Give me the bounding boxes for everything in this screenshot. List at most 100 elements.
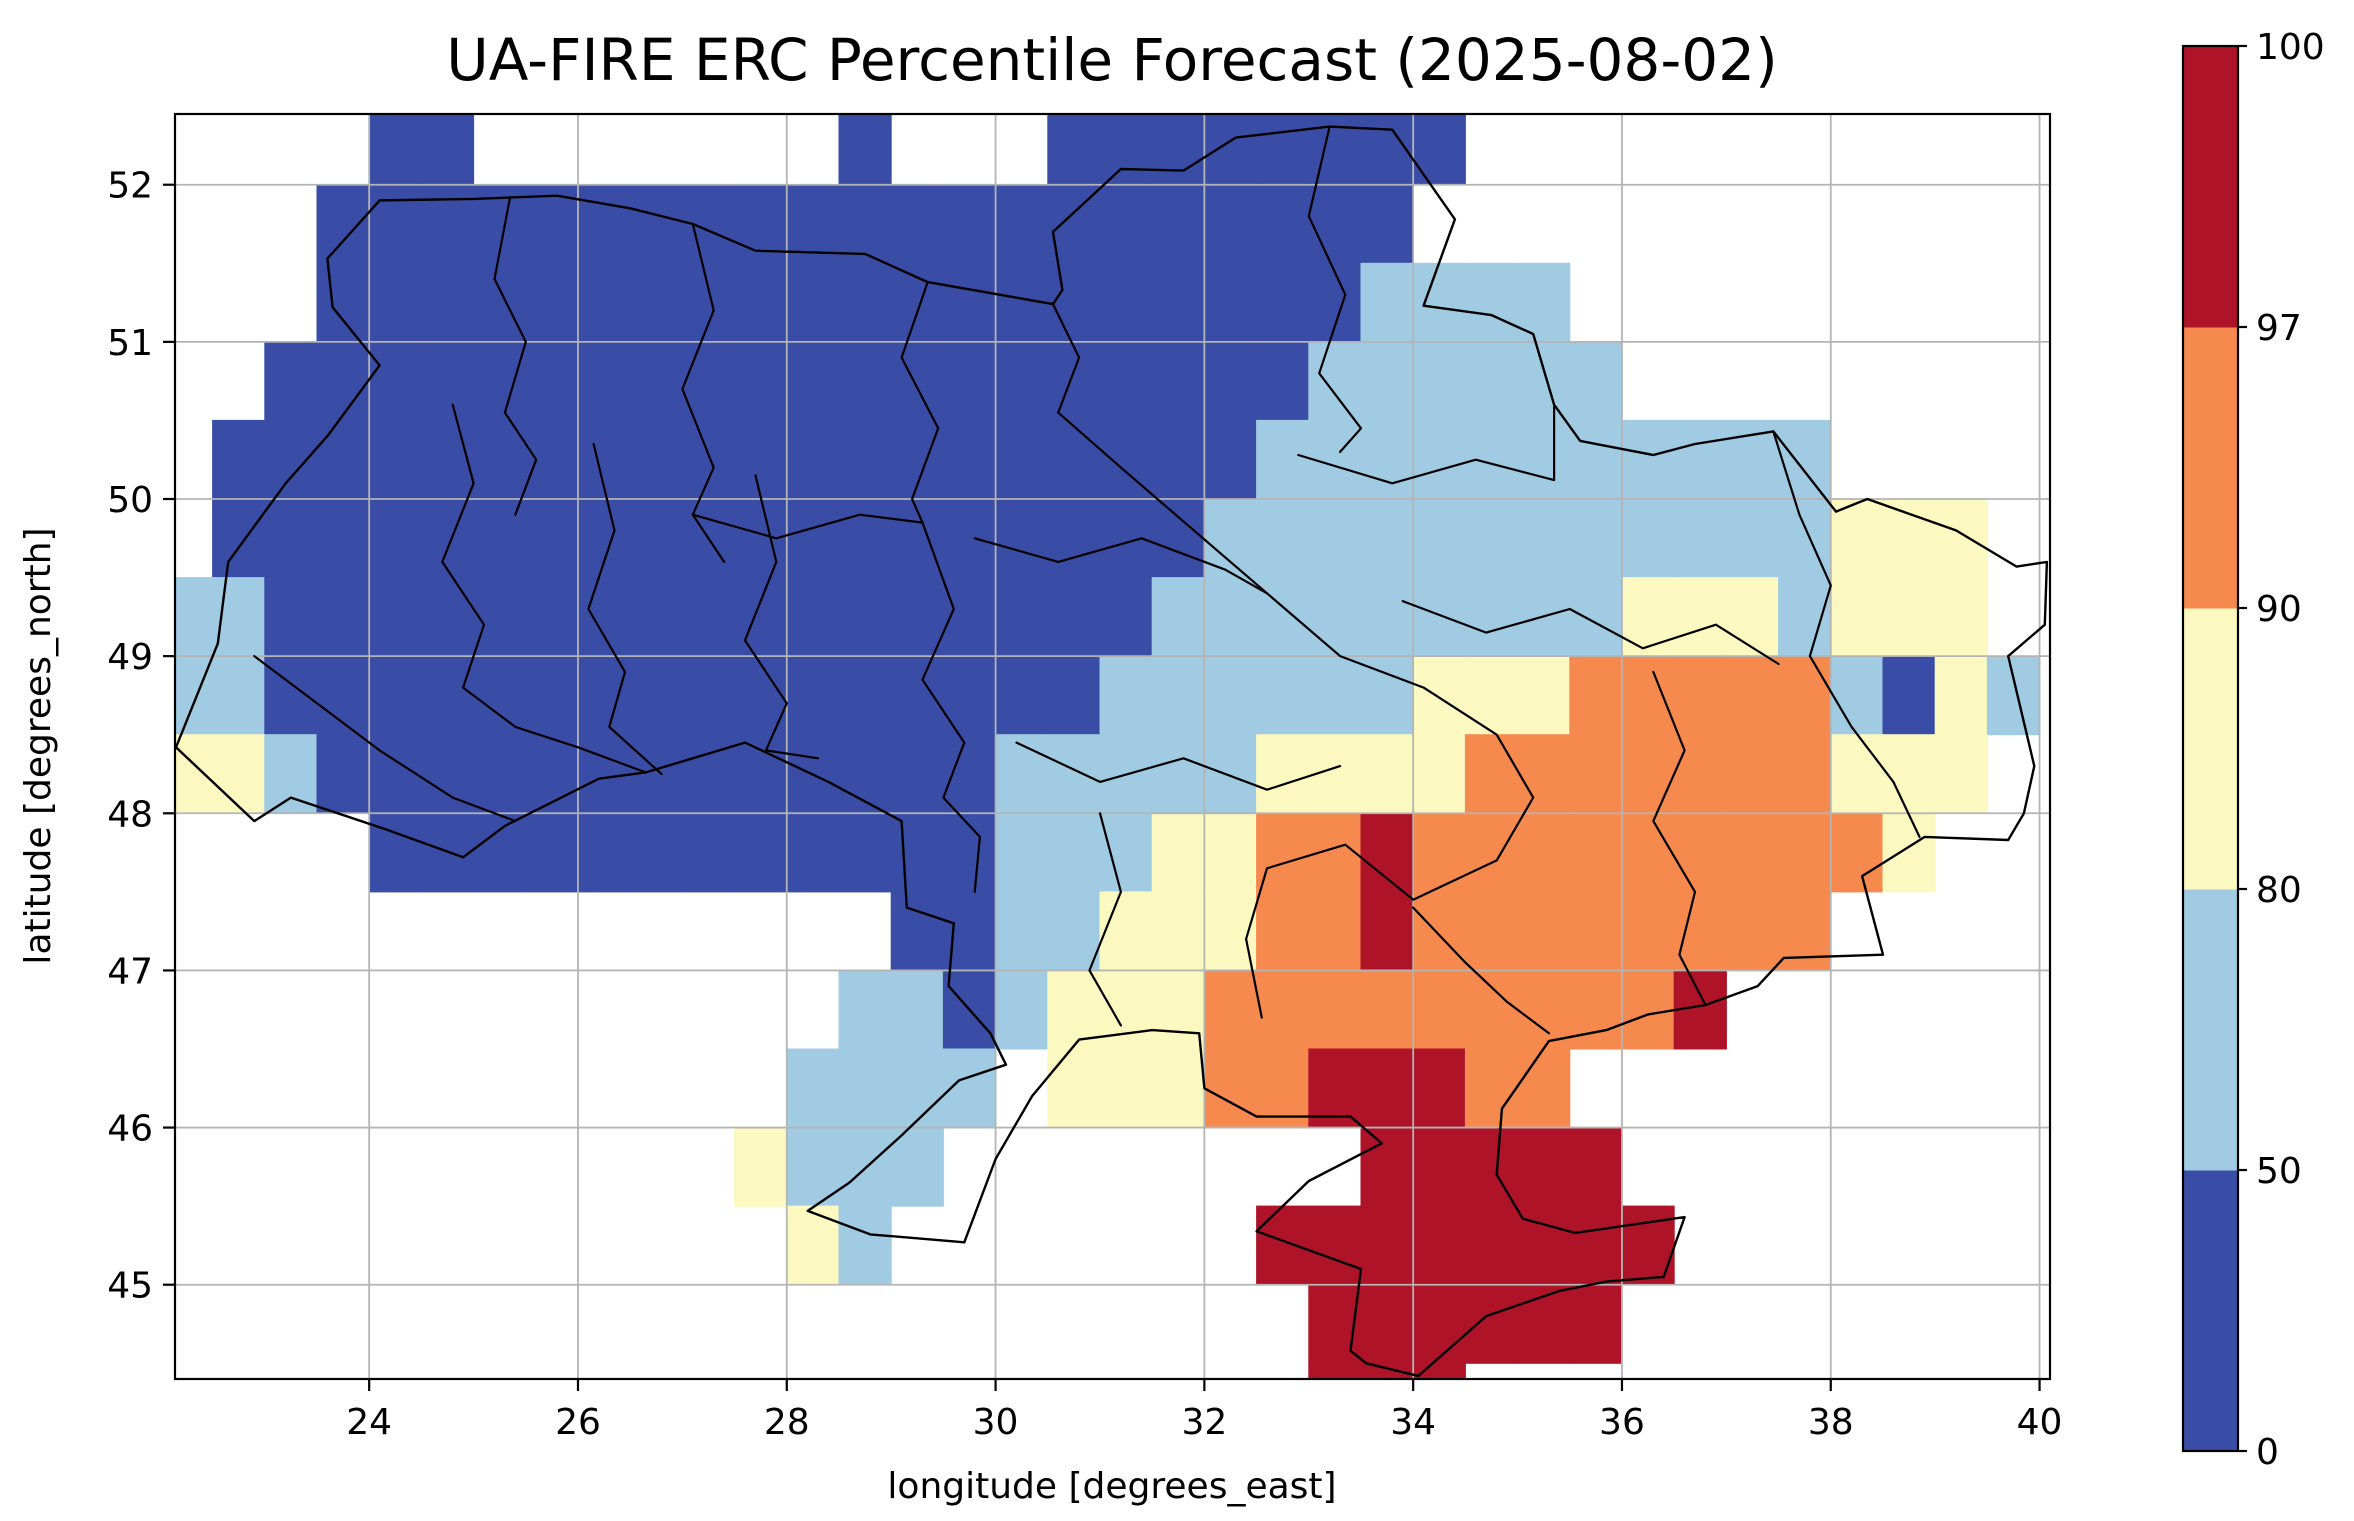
grid-cell: [1047, 734, 1101, 814]
grid-cell: [1256, 812, 1310, 893]
grid-cell: [1360, 114, 1414, 186]
colorbar-frame: [2181, 44, 2240, 1453]
grid-cell: [786, 1127, 840, 1207]
oblast-border: [1088, 812, 1122, 1027]
grid-cell: [212, 419, 266, 500]
grid-cell: [316, 341, 370, 421]
grid-cell: [681, 734, 736, 814]
grid-cell: [1412, 1362, 1466, 1379]
grid-cell: [525, 341, 579, 421]
grid-cell: [890, 812, 944, 893]
grid-cell: [1047, 262, 1101, 343]
grid-cell: [1412, 577, 1466, 657]
grid-cell: [1673, 419, 1727, 500]
grid-cell: [1569, 812, 1623, 893]
grid-cell: [1412, 419, 1466, 500]
grid-cell: [1464, 1127, 1519, 1207]
grid-cell: [1621, 812, 1675, 893]
grid-cell: [1517, 262, 1571, 343]
grid-cell: [1464, 577, 1519, 657]
grid-cell: [838, 1048, 892, 1129]
grid-cell: [368, 812, 422, 893]
grid-cell: [1203, 655, 1258, 736]
grid-cell: [1360, 1127, 1414, 1207]
grid-cell: [1673, 734, 1727, 814]
grid-cell: [1047, 419, 1101, 500]
grid-cell: [995, 419, 1049, 500]
oblast-border: [900, 281, 940, 524]
grid-cell: [1099, 969, 1153, 1050]
grid-cell: [1308, 1205, 1362, 1286]
grid-cell: [1308, 1048, 1362, 1129]
grid-cell: [995, 969, 1049, 1050]
grid-cell: [1464, 498, 1519, 579]
grid-cell: [1256, 341, 1310, 421]
grid-cell: [995, 184, 1049, 264]
x-tick-label: 30: [973, 1402, 1019, 1443]
grid-cell: [1256, 969, 1310, 1050]
grid-cell: [786, 655, 840, 736]
grid-cell: [681, 419, 736, 500]
grid-cell: [1099, 891, 1153, 971]
grid-cell: [577, 577, 631, 657]
oblast-border: [1401, 600, 1780, 666]
y-tick-label: 46: [107, 1109, 153, 1150]
grid-cell: [1464, 891, 1519, 971]
grid-cell: [1308, 1362, 1362, 1379]
grid-cell: [1047, 114, 1101, 186]
grid-cell: [1412, 1127, 1466, 1207]
colorbar-tick-label: 90: [2256, 589, 2302, 630]
gridlines: [175, 114, 2050, 1379]
grid-cell: [1308, 655, 1362, 736]
grid-cell: [1203, 184, 1258, 264]
grid-cell: [629, 184, 683, 264]
grid-cell: [838, 1205, 892, 1286]
region-boundaries: [175, 125, 2049, 1378]
grid-cell: [368, 419, 422, 500]
grid-cell: [1360, 262, 1414, 343]
grid-cell: [1360, 498, 1414, 579]
grid-cell: [264, 419, 318, 500]
oblast-border: [1297, 403, 1556, 485]
grid-cell: [890, 341, 944, 421]
grid-cell: [838, 655, 892, 736]
grid-cell: [838, 341, 892, 421]
grid-cell: [1308, 341, 1362, 421]
grid-cell: [1464, 734, 1519, 814]
grid-cell: [890, 734, 944, 814]
grid-cell: [1830, 577, 1884, 657]
grid-cell: [1464, 655, 1519, 736]
grid-cell: [1412, 262, 1466, 343]
grid-cell: [212, 655, 266, 736]
grid-cell: [1464, 262, 1519, 343]
grid-cell: [942, 419, 997, 500]
grid-cell: [1256, 114, 1310, 186]
grid-cell: [1464, 812, 1519, 893]
grid-cell: [1256, 419, 1310, 500]
grid-cell: [890, 262, 944, 343]
grid-cell: [734, 341, 788, 421]
grid-cell: [1151, 577, 1205, 657]
grid-cell: [1725, 498, 1780, 579]
grid-cell: [1517, 812, 1571, 893]
oblast-border: [973, 537, 1269, 595]
grid-cell: [1047, 969, 1101, 1050]
oblast-border: [1307, 125, 1363, 453]
grid-cell: [1203, 1048, 1258, 1129]
grid-cell: [1621, 655, 1675, 736]
oblast-border: [1412, 906, 1550, 1035]
grid-cell: [1256, 262, 1310, 343]
grid-cell: [420, 577, 475, 657]
grid-cell: [838, 184, 892, 264]
grid-cell: [786, 1205, 840, 1286]
grid-cell: [1569, 1205, 1623, 1286]
grid-cell: [1047, 341, 1101, 421]
x-tick-label: 28: [764, 1402, 810, 1443]
grid-cell: [1569, 577, 1623, 657]
grid-cell: [942, 577, 997, 657]
grid-cell: [1464, 1048, 1519, 1129]
grid-cell: [1308, 498, 1362, 579]
colorbar-segment: [2183, 889, 2238, 1171]
grid-cell: [577, 655, 631, 736]
